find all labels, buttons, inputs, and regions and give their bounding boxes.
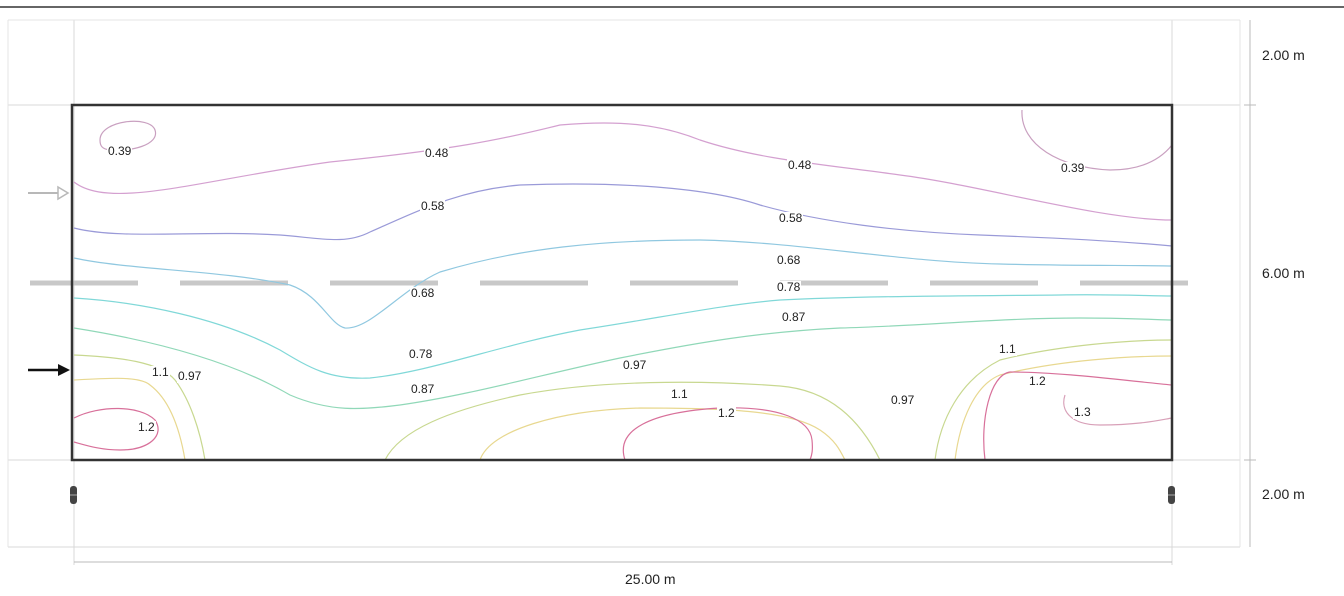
isoline-label: 0.87 — [410, 382, 436, 396]
field-boundary — [70, 103, 1174, 462]
isoline-068 — [73, 239, 1173, 329]
isoline-label: 0.39 — [1060, 161, 1086, 175]
isoline-label: 0.97 — [890, 393, 916, 407]
isoline-label: 0.78 — [776, 280, 802, 294]
isoline-label: 0.58 — [420, 199, 446, 213]
isoline-label: 0.48 — [424, 146, 450, 160]
isoline-058 — [73, 183, 1173, 247]
dimension-label-top: 2.00 m — [1262, 47, 1305, 63]
isoline-label: 0.97 — [177, 369, 203, 383]
isoline-048 — [73, 122, 1173, 221]
viewpoint-arrow-lower — [28, 364, 70, 376]
viewpoint-arrow-upper — [28, 185, 70, 201]
isoline-label: 1.1 — [151, 365, 170, 379]
isoline-label: 0.68 — [410, 286, 436, 300]
isoline-label: 1.2 — [1028, 374, 1047, 388]
isoline-label: 1.2 — [717, 406, 736, 420]
luminaire-icon-left — [70, 486, 77, 504]
isoline-label: 0.58 — [778, 211, 804, 225]
isoline-label: 1.3 — [1073, 405, 1092, 419]
isoline-12-left — [73, 407, 159, 451]
isoline-label: 1.1 — [670, 387, 689, 401]
dimension-label-field-length: 25.00 m — [625, 571, 676, 587]
dimension-label-bottom: 2.00 m — [1262, 486, 1305, 502]
isoline-087 — [73, 317, 1173, 410]
isoline-039-left — [99, 120, 157, 151]
luminaire-icon-right — [1168, 486, 1175, 504]
isoline-12-mid — [622, 407, 813, 461]
isoline-label: 0.48 — [787, 158, 813, 172]
isoline-11-mid — [479, 407, 846, 461]
isoline-label: 0.39 — [107, 144, 133, 158]
isoline-097-left — [73, 354, 206, 461]
isoline-039-right — [1021, 109, 1173, 171]
isoline-078 — [73, 294, 1173, 379]
isoline-097-right — [934, 339, 1173, 461]
isoline-12-right — [983, 371, 1173, 461]
isoline-11-left — [73, 377, 186, 461]
isoline-group — [73, 109, 1173, 461]
isoline-097-mid — [384, 381, 881, 461]
isoline-label: 0.97 — [622, 358, 648, 372]
isoline-label: 1.1 — [998, 342, 1017, 356]
isoline-11-right — [954, 355, 1173, 461]
isoline-label: 0.68 — [776, 253, 802, 267]
dimension-label-field-height: 6.00 m — [1262, 265, 1305, 281]
isoline-label: 0.87 — [781, 310, 807, 324]
isoline-label: 1.2 — [137, 420, 156, 434]
isoline-label: 0.78 — [408, 347, 434, 361]
isoline-13 — [1063, 394, 1173, 426]
